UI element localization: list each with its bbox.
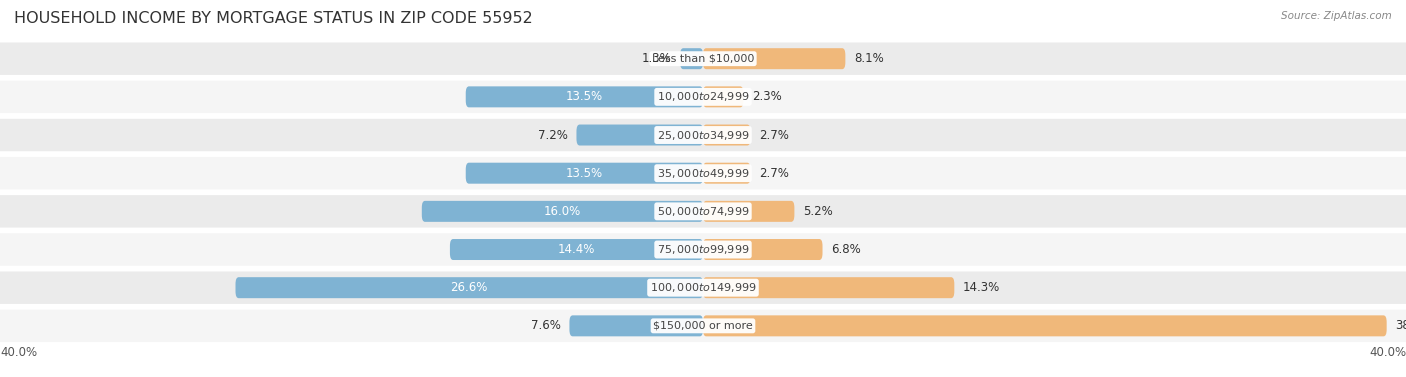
FancyBboxPatch shape <box>0 43 1406 75</box>
Text: $35,000 to $49,999: $35,000 to $49,999 <box>657 167 749 180</box>
FancyBboxPatch shape <box>0 157 1406 189</box>
Text: 14.3%: 14.3% <box>963 281 1000 294</box>
Text: 26.6%: 26.6% <box>450 281 488 294</box>
Text: 2.7%: 2.7% <box>759 129 789 141</box>
Text: 7.2%: 7.2% <box>538 129 568 141</box>
Text: 40.0%: 40.0% <box>0 346 37 359</box>
Text: 8.1%: 8.1% <box>855 52 884 65</box>
Text: 40.0%: 40.0% <box>1369 346 1406 359</box>
FancyBboxPatch shape <box>703 277 955 298</box>
FancyBboxPatch shape <box>703 124 751 146</box>
FancyBboxPatch shape <box>0 81 1406 113</box>
FancyBboxPatch shape <box>450 239 703 260</box>
Text: Source: ZipAtlas.com: Source: ZipAtlas.com <box>1281 11 1392 21</box>
FancyBboxPatch shape <box>703 201 794 222</box>
FancyBboxPatch shape <box>236 277 703 298</box>
Text: 16.0%: 16.0% <box>544 205 581 218</box>
FancyBboxPatch shape <box>703 163 751 184</box>
FancyBboxPatch shape <box>0 233 1406 266</box>
FancyBboxPatch shape <box>0 195 1406 228</box>
FancyBboxPatch shape <box>0 271 1406 304</box>
Text: $100,000 to $149,999: $100,000 to $149,999 <box>650 281 756 294</box>
Text: $50,000 to $74,999: $50,000 to $74,999 <box>657 205 749 218</box>
Text: $10,000 to $24,999: $10,000 to $24,999 <box>657 90 749 103</box>
FancyBboxPatch shape <box>0 119 1406 151</box>
Legend: Without Mortgage, With Mortgage: Without Mortgage, With Mortgage <box>572 374 834 377</box>
FancyBboxPatch shape <box>0 310 1406 342</box>
Text: 6.8%: 6.8% <box>831 243 860 256</box>
Text: Less than $10,000: Less than $10,000 <box>652 54 754 64</box>
Text: $75,000 to $99,999: $75,000 to $99,999 <box>657 243 749 256</box>
Text: 2.3%: 2.3% <box>752 90 782 103</box>
FancyBboxPatch shape <box>465 163 703 184</box>
Text: 13.5%: 13.5% <box>565 90 603 103</box>
FancyBboxPatch shape <box>703 239 823 260</box>
FancyBboxPatch shape <box>703 315 1386 336</box>
FancyBboxPatch shape <box>703 48 845 69</box>
Text: 2.7%: 2.7% <box>759 167 789 180</box>
FancyBboxPatch shape <box>576 124 703 146</box>
Text: 14.4%: 14.4% <box>558 243 595 256</box>
FancyBboxPatch shape <box>681 48 703 69</box>
Text: $150,000 or more: $150,000 or more <box>654 321 752 331</box>
Text: 1.3%: 1.3% <box>641 52 672 65</box>
Text: 7.6%: 7.6% <box>531 319 561 333</box>
FancyBboxPatch shape <box>703 86 744 107</box>
Text: $25,000 to $34,999: $25,000 to $34,999 <box>657 129 749 141</box>
FancyBboxPatch shape <box>569 315 703 336</box>
FancyBboxPatch shape <box>465 86 703 107</box>
Text: HOUSEHOLD INCOME BY MORTGAGE STATUS IN ZIP CODE 55952: HOUSEHOLD INCOME BY MORTGAGE STATUS IN Z… <box>14 11 533 26</box>
FancyBboxPatch shape <box>422 201 703 222</box>
Text: 38.9%: 38.9% <box>1395 319 1406 333</box>
Text: 5.2%: 5.2% <box>803 205 832 218</box>
Text: 13.5%: 13.5% <box>565 167 603 180</box>
